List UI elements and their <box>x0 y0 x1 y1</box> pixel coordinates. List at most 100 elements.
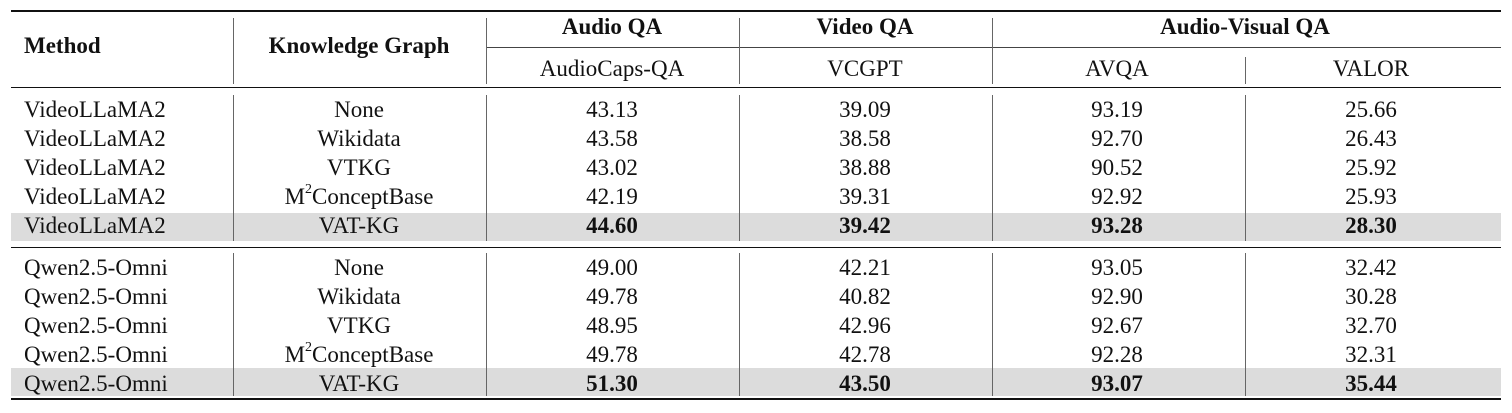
column-divider <box>233 253 234 396</box>
method-cell: Qwen2.5-Omni <box>24 255 168 280</box>
method-cell: Qwen2.5-Omni <box>24 313 168 338</box>
highlight-row-1 <box>11 213 1501 241</box>
knowledge-graph-name: VTKG <box>327 313 391 338</box>
method-cell: Qwen2.5-Omni <box>24 342 168 367</box>
score-cell: 38.88 <box>839 155 891 180</box>
score-cell: 92.90 <box>1091 284 1143 309</box>
score-cell: 93.19 <box>1091 97 1143 122</box>
score-cell: 32.42 <box>1345 255 1397 280</box>
score-cell: 25.66 <box>1345 97 1397 122</box>
knowledge-graph-name: M <box>284 184 306 209</box>
method-cell: Qwen2.5-Omni <box>24 284 168 309</box>
header-knowledge-graph: Knowledge Graph <box>268 33 450 58</box>
score-cell: 92.92 <box>1091 184 1143 209</box>
score-cell: 40.82 <box>839 284 891 309</box>
bottom-rule <box>11 398 1501 400</box>
knowledge-graph-cell: Wikidata <box>317 283 400 311</box>
score-cell: 48.95 <box>586 313 638 338</box>
score-cell: 43.13 <box>586 97 638 122</box>
knowledge-graph-name: VTKG <box>327 155 391 180</box>
score-cell: 44.60 <box>586 213 638 238</box>
method-cell: VideoLLaMA2 <box>24 213 166 238</box>
column-divider <box>486 253 487 396</box>
score-cell: 42.96 <box>839 313 891 338</box>
knowledge-graph-name-rest: ConceptBase <box>312 342 434 367</box>
column-divider <box>992 253 993 396</box>
score-cell: 39.42 <box>839 213 891 238</box>
knowledge-graph-name: VAT-KG <box>318 213 400 238</box>
header-group-audio-qa: Audio QA <box>561 14 663 39</box>
score-cell: 43.58 <box>586 126 638 151</box>
column-divider <box>233 95 234 241</box>
score-cell: 32.31 <box>1345 342 1397 367</box>
column-divider <box>1245 95 1246 241</box>
knowledge-graph-cell: M2ConceptBase <box>285 183 434 211</box>
score-cell: 42.78 <box>839 342 891 367</box>
knowledge-graph-cell: None <box>334 96 384 124</box>
knowledge-graph-name-rest: ConceptBase <box>312 184 434 209</box>
score-cell: 38.58 <box>839 126 891 151</box>
score-cell: 42.21 <box>839 255 891 280</box>
knowledge-graph-name: Wikidata <box>317 126 401 151</box>
score-cell: 93.07 <box>1091 371 1143 396</box>
column-divider <box>739 253 740 396</box>
knowledge-graph-cell: VAT-KG <box>319 370 400 398</box>
header-audiocaps-qa: AudioCaps-QA <box>539 56 685 81</box>
column-divider <box>486 18 487 84</box>
knowledge-graph-cell: VTKG <box>327 312 391 340</box>
knowledge-graph-superscript: 2 <box>305 340 313 356</box>
score-cell: 49.00 <box>586 255 638 280</box>
score-cell: 49.78 <box>586 284 638 309</box>
column-divider <box>992 18 993 84</box>
knowledge-graph-name: VAT-KG <box>318 371 400 396</box>
method-cell: VideoLLaMA2 <box>24 126 166 151</box>
header-method: Method <box>24 33 101 58</box>
column-divider <box>486 95 487 241</box>
top-rule <box>11 10 1501 12</box>
knowledge-graph-name: M <box>284 342 306 367</box>
score-cell: 25.92 <box>1345 155 1397 180</box>
score-cell: 51.30 <box>586 371 638 396</box>
score-cell: 30.28 <box>1345 284 1397 309</box>
header-valor: VALOR <box>1332 56 1410 81</box>
header-group-video-qa: Video QA <box>816 14 914 39</box>
score-cell: 39.09 <box>839 97 891 122</box>
score-cell: 92.70 <box>1091 126 1143 151</box>
knowledge-graph-superscript: 2 <box>305 182 313 198</box>
score-cell: 32.70 <box>1345 313 1397 338</box>
method-cell: VideoLLaMA2 <box>24 155 166 180</box>
knowledge-graph-name: None <box>334 255 384 280</box>
score-cell: 43.02 <box>586 155 638 180</box>
column-divider <box>1245 253 1246 396</box>
score-cell: 92.67 <box>1091 313 1143 338</box>
header-mid-rule <box>487 47 1501 48</box>
knowledge-graph-cell: None <box>334 254 384 282</box>
score-cell: 28.30 <box>1345 213 1397 238</box>
score-cell: 93.28 <box>1091 213 1143 238</box>
knowledge-graph-name: None <box>334 97 384 122</box>
knowledge-graph-cell: Wikidata <box>317 125 400 153</box>
method-cell: Qwen2.5-Omni <box>24 371 168 396</box>
score-cell: 35.44 <box>1345 371 1397 396</box>
score-cell: 49.78 <box>586 342 638 367</box>
score-cell: 92.28 <box>1091 342 1143 367</box>
score-cell: 43.50 <box>839 371 891 396</box>
method-cell: VideoLLaMA2 <box>24 184 166 209</box>
highlight-row-2 <box>11 368 1501 396</box>
score-cell: 26.43 <box>1345 126 1397 151</box>
header-avqa: AVQA <box>1085 56 1149 81</box>
score-cell: 39.31 <box>839 184 891 209</box>
knowledge-graph-name: Wikidata <box>317 284 401 309</box>
header-group-audio-visual-qa: Audio-Visual QA <box>1160 14 1330 39</box>
column-divider <box>1245 57 1246 84</box>
column-divider <box>992 95 993 241</box>
block-separator-rule <box>11 247 1501 248</box>
header-bottom-rule <box>11 87 1501 88</box>
knowledge-graph-cell: VAT-KG <box>319 212 400 240</box>
knowledge-graph-cell: M2ConceptBase <box>285 341 434 369</box>
score-cell: 90.52 <box>1091 155 1143 180</box>
score-cell: 42.19 <box>586 184 638 209</box>
score-cell: 25.93 <box>1345 184 1397 209</box>
method-cell: VideoLLaMA2 <box>24 97 166 122</box>
column-divider <box>739 18 740 84</box>
